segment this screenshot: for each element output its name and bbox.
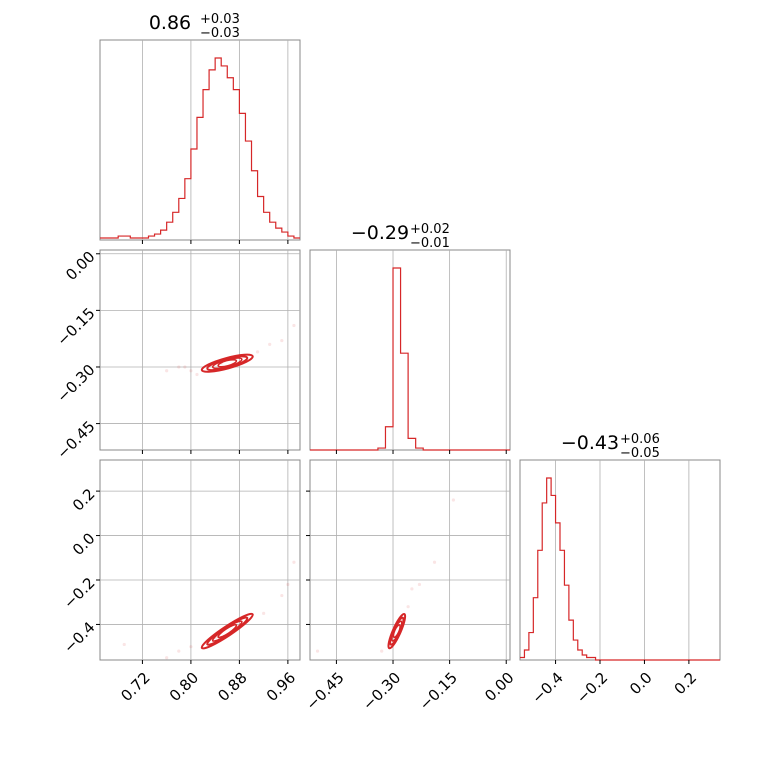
param-title-minus: −0.03 bbox=[200, 26, 240, 41]
histogram-line bbox=[520, 477, 720, 661]
x-tick-label: 0.0 bbox=[626, 669, 656, 699]
histogram-line bbox=[100, 57, 300, 239]
param-title-value: −0.29 bbox=[351, 222, 409, 244]
x-tick-label: −0.30 bbox=[359, 669, 404, 714]
sample-point bbox=[183, 365, 187, 369]
axes-frame bbox=[309, 459, 511, 661]
sample-point bbox=[417, 582, 422, 587]
sample-point bbox=[406, 605, 410, 609]
x-tick-label: 0.88 bbox=[214, 669, 250, 705]
y-tick-label: −0.4 bbox=[60, 618, 98, 656]
axes-frame bbox=[99, 459, 301, 661]
param-title-plus: +0.02 bbox=[410, 222, 450, 237]
x-tick-label: −0.15 bbox=[416, 669, 461, 714]
y-tick-label: −0.2 bbox=[60, 574, 98, 612]
x-tick-label: −0.45 bbox=[302, 669, 347, 714]
sample-point bbox=[122, 642, 126, 647]
param-title-plus: +0.06 bbox=[620, 432, 660, 447]
param-title-minus: −0.01 bbox=[410, 236, 450, 251]
param-title-value: −0.43 bbox=[561, 432, 619, 454]
sample-point bbox=[292, 560, 296, 564]
density-panel-1-0: 0.00 −0.15 −0.30 −0.45 bbox=[53, 248, 301, 463]
x-tick-label: 0.00 bbox=[481, 669, 517, 705]
sample-point bbox=[410, 587, 414, 591]
sample-point bbox=[189, 645, 193, 649]
histogram-line bbox=[310, 267, 510, 451]
sample-point bbox=[165, 369, 169, 373]
sample-point bbox=[280, 593, 284, 598]
axes-frame bbox=[309, 249, 511, 451]
density-panel-2-0: 0.2 0.0 −0.2 −0.4 0.72 0.80 0.88 0.96 bbox=[60, 459, 301, 705]
y-tick-label: −0.15 bbox=[53, 304, 98, 349]
param-title-plus: +0.03 bbox=[200, 12, 240, 27]
axes-frame bbox=[99, 39, 301, 241]
sample-point bbox=[292, 323, 296, 328]
sample-point bbox=[286, 582, 290, 587]
sample-point bbox=[165, 656, 169, 660]
sample-point bbox=[432, 560, 437, 564]
y-tick-label: −0.45 bbox=[53, 417, 98, 462]
x-tick-label: −0.4 bbox=[528, 669, 566, 707]
sample-point bbox=[255, 350, 260, 354]
contour-line bbox=[217, 358, 238, 368]
y-tick-label: 0.0 bbox=[69, 529, 99, 559]
histogram-panel-0: 0.86 +0.03−0.03 bbox=[99, 12, 301, 244]
sample-point bbox=[195, 372, 199, 377]
y-tick-label: 0.00 bbox=[62, 248, 98, 284]
contour-line bbox=[387, 612, 407, 650]
axes-frame bbox=[519, 459, 721, 661]
sample-point bbox=[177, 649, 181, 653]
sample-point bbox=[262, 611, 266, 615]
histogram-panel-1: −0.29 +0.02−0.01 bbox=[309, 222, 511, 454]
x-tick-label: 0.2 bbox=[671, 669, 701, 699]
density-panel-2-1: 0.00 −0.15 −0.30 −0.45 bbox=[302, 459, 518, 714]
sample-point bbox=[268, 342, 272, 346]
x-tick-label: 0.72 bbox=[117, 669, 153, 705]
histogram-panel-2: −0.43 +0.06−0.05 0.2 0.0 −0.2−0.4 bbox=[519, 432, 721, 707]
sample-point bbox=[451, 498, 455, 502]
sample-point bbox=[177, 365, 181, 369]
y-tick-label: −0.30 bbox=[53, 361, 98, 406]
param-title-minus: −0.05 bbox=[620, 446, 660, 461]
axes-frame bbox=[99, 249, 301, 451]
param-title-value: 0.86 bbox=[149, 12, 191, 34]
x-tick-label: 0.96 bbox=[263, 669, 299, 705]
sample-point bbox=[280, 338, 284, 343]
y-tick-label: 0.2 bbox=[69, 485, 99, 515]
x-tick-label: 0.80 bbox=[166, 669, 202, 705]
contour-line bbox=[200, 353, 254, 373]
contour-line bbox=[200, 612, 254, 650]
x-tick-label: −0.2 bbox=[573, 669, 611, 707]
sample-point bbox=[380, 649, 384, 653]
sample-point bbox=[315, 649, 320, 653]
sample-point bbox=[189, 369, 193, 373]
